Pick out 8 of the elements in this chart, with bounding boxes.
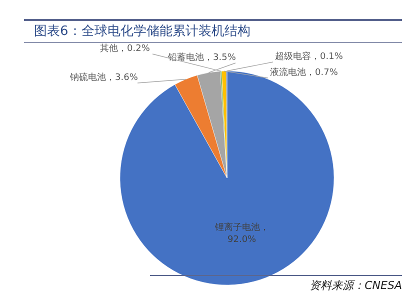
text: 资料来源：CNESA	[310, 278, 402, 293]
slice-label: 超级电容，0.1%	[275, 51, 344, 62]
slice-label: 铅蓄电池，3.5%	[167, 52, 236, 63]
slice-label: 液流电池，0.7%	[270, 67, 338, 78]
slice-label: 锂离子电池，92.0%	[214, 222, 269, 245]
slice-label: 其他，0.2%	[100, 43, 150, 54]
chart-title: 图表6：全球电化学储能累计装机结构	[34, 23, 250, 40]
slice-label: 钠硫电池，3.6%	[69, 72, 138, 83]
